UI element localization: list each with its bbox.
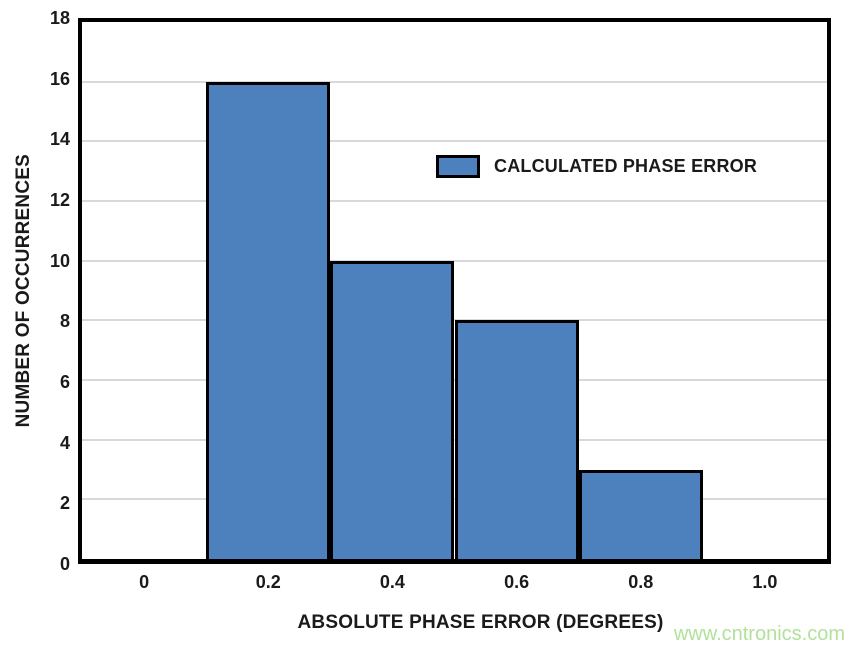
- legend-label: CALCULATED PHASE ERROR: [494, 156, 758, 176]
- y-tick-label: 4: [59, 432, 70, 453]
- gridline: [82, 200, 827, 203]
- y-tick-label: 18: [49, 8, 70, 28]
- y-axis-ticks: 0 2 4 6 8 10 12 14 16 18: [0, 8, 70, 574]
- histogram-bar: [454, 320, 579, 559]
- x-axis-ticks: 0 0.2 0.4 0.6 0.8 1.0: [82, 572, 827, 596]
- y-tick-label: 2: [59, 493, 70, 514]
- gridline: [82, 259, 827, 262]
- y-tick-label: 14: [49, 129, 70, 150]
- histogram-bar: [578, 469, 703, 559]
- legend-swatch: [436, 155, 480, 178]
- y-tick-label: 16: [49, 68, 70, 89]
- gridline: [82, 140, 827, 143]
- y-tick-label: 10: [49, 250, 70, 271]
- legend: CALCULATED PHASE ERROR: [436, 155, 757, 178]
- x-tick-label: 0.2: [255, 572, 281, 592]
- x-tick-label: 0.6: [504, 572, 530, 592]
- y-tick-label: 0: [59, 554, 70, 574]
- histogram-bar: [330, 260, 455, 559]
- y-tick-label: 6: [59, 371, 70, 392]
- plot-area: CALCULATED PHASE ERROR: [78, 18, 831, 564]
- gridline: [82, 80, 827, 83]
- watermark-text: www.cntronics.com: [673, 623, 845, 645]
- x-tick-label: 0.4: [379, 572, 405, 592]
- y-tick-label: 12: [49, 189, 70, 210]
- x-tick-label: 1.0: [752, 572, 778, 592]
- x-tick-label: 0.8: [628, 572, 654, 592]
- x-tick-label: 0: [139, 572, 150, 592]
- histogram-bar: [206, 81, 331, 559]
- x-axis-title: ABSOLUTE PHASE ERROR (DEGREES): [297, 612, 664, 633]
- y-tick-label: 8: [59, 311, 70, 332]
